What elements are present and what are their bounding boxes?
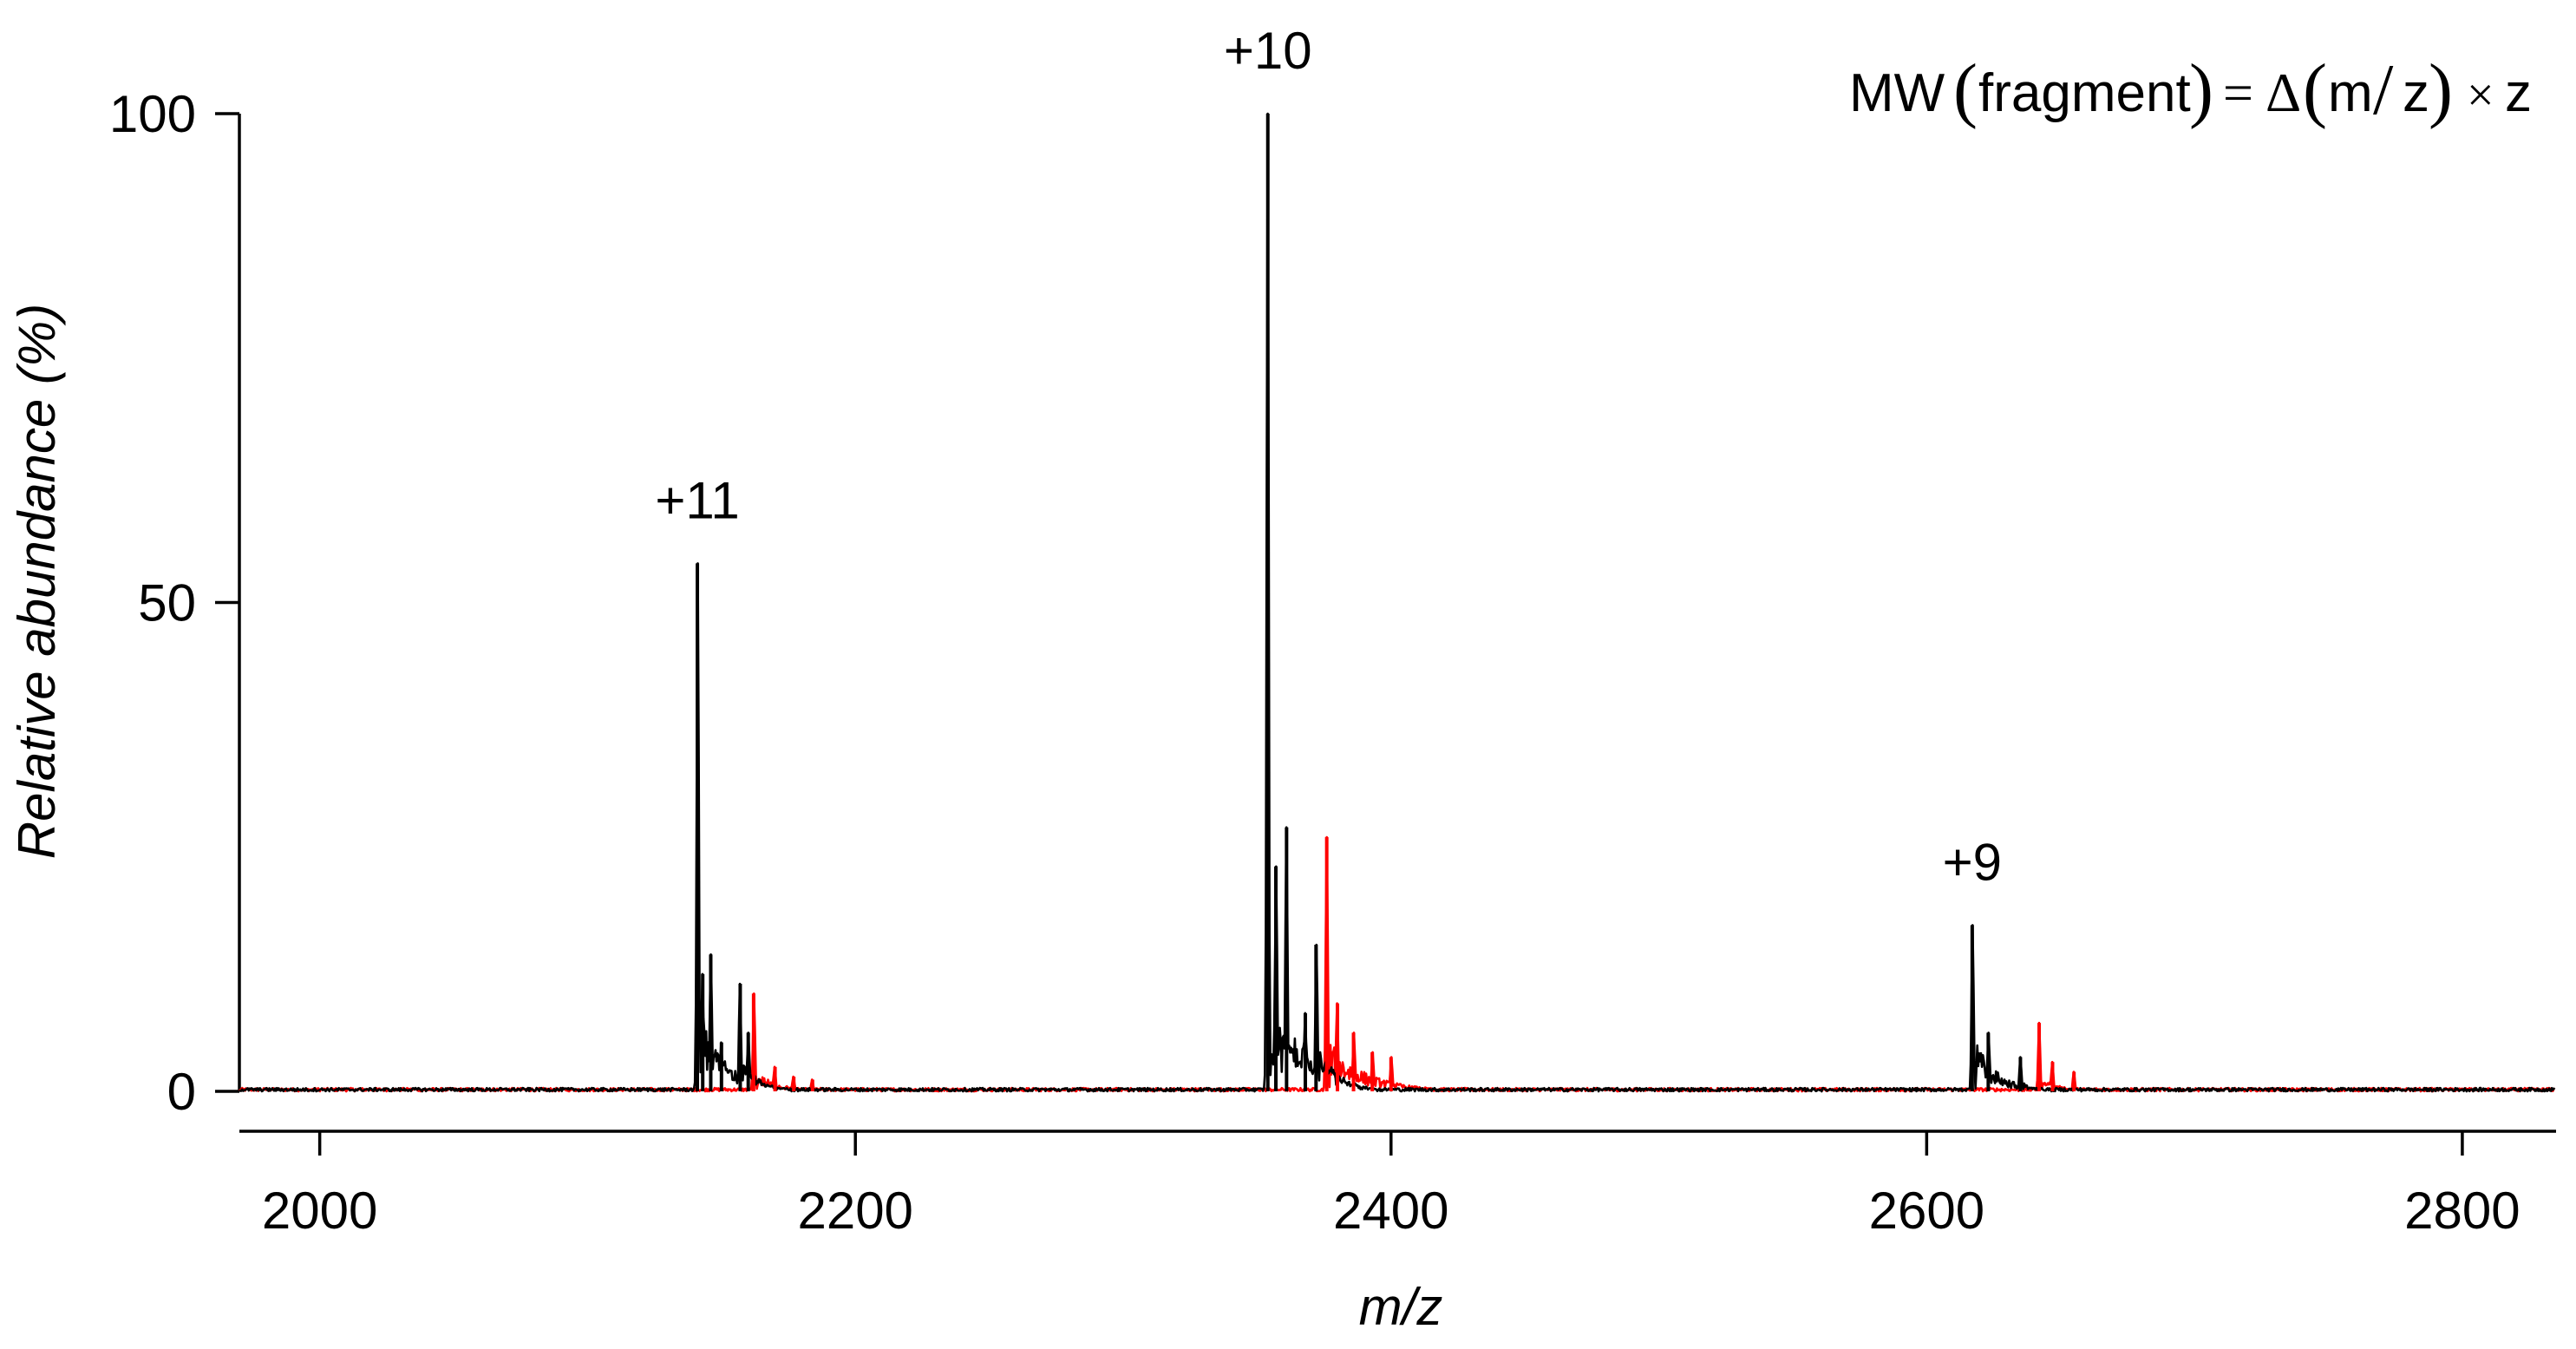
- charge-state-labels: +11 +10 +9: [655, 22, 2002, 891]
- black-spectrum-trace: [239, 112, 2556, 1093]
- formula-slash: /: [2373, 49, 2394, 130]
- x-tick-label-2600: 2600: [1869, 1182, 1984, 1240]
- x-axis-title: m/z: [1359, 1278, 1443, 1336]
- formula-argument: fragment: [1978, 63, 2191, 123]
- formula-delta: Δ: [2265, 62, 2301, 123]
- formula-open-paren-2: (: [2303, 49, 2327, 130]
- x-tick-label-2000: 2000: [262, 1182, 377, 1240]
- formula-close-paren: ): [2189, 49, 2213, 130]
- x-tick-label-2400: 2400: [1333, 1182, 1448, 1240]
- charge-label-plus10: +10: [1224, 22, 1312, 80]
- y-tick-label-0: 0: [167, 1063, 196, 1121]
- y-tick-label-100: 100: [109, 85, 196, 143]
- formula-lhs: MW: [1849, 63, 1945, 123]
- formula-close-paren-2: ): [2429, 49, 2453, 130]
- y-axis-title: Relative abundance (%): [8, 304, 66, 859]
- spectrum-traces: [238, 112, 2556, 1093]
- formula-times: ×: [2467, 69, 2494, 122]
- formula-numerator: m: [2328, 63, 2373, 123]
- formula-factor: z: [2505, 63, 2532, 123]
- x-tick-label-2200: 2200: [797, 1182, 912, 1240]
- formula: MW ( fragment ) = Δ ( m / z ) × z: [1849, 49, 2532, 130]
- y-axis-ticks: 0 50 100: [109, 85, 239, 1121]
- formula-denominator: z: [2403, 63, 2429, 123]
- charge-label-plus9: +9: [1943, 833, 2002, 891]
- formula-open-paren: (: [1953, 49, 1978, 130]
- charge-label-plus11: +11: [655, 471, 739, 529]
- x-tick-label-2800: 2800: [2404, 1182, 2520, 1240]
- formula-equals: =: [2223, 64, 2253, 123]
- x-axis-ticks: 2000 2200 2400 2600 2800: [262, 1131, 2520, 1240]
- y-tick-label-50: 50: [138, 574, 196, 632]
